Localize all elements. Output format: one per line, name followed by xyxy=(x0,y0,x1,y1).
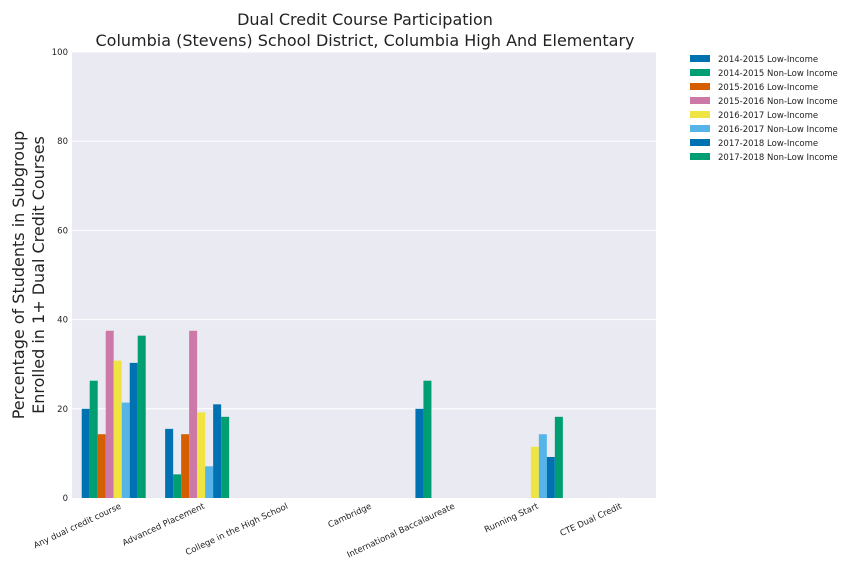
bar xyxy=(538,434,547,498)
bar xyxy=(530,446,539,498)
bar xyxy=(415,408,424,498)
bar xyxy=(205,466,214,498)
chart-subtitle: Columbia (Stevens) School District, Colu… xyxy=(95,31,634,50)
x-tick-label: Any dual credit course xyxy=(32,502,123,551)
x-tick-label: Advanced Placement xyxy=(121,501,207,548)
legend-label: 2016-2017 Non-Low Income xyxy=(718,125,838,135)
grid-layer xyxy=(72,51,656,410)
legend-label: 2015-2016 Low-Income xyxy=(718,83,818,93)
y-tick-label: 40 xyxy=(57,316,68,326)
y-tick-label: 100 xyxy=(52,48,68,58)
y-tick-label: 20 xyxy=(57,405,68,415)
bar xyxy=(181,434,190,498)
bar xyxy=(423,380,432,498)
y-tick-label: 0 xyxy=(63,494,68,504)
bar xyxy=(81,408,90,498)
chart-title: Dual Credit Course Participation xyxy=(237,10,493,29)
legend-label: 2017-2018 Non-Low Income xyxy=(718,153,838,163)
y-tick-label: 60 xyxy=(57,226,68,236)
x-tick-label: Cambridge xyxy=(327,502,374,531)
plot-area xyxy=(72,52,656,498)
legend-label: 2014-2015 Low-Income xyxy=(718,55,818,65)
bar xyxy=(121,402,130,498)
legend-label: 2014-2015 Non-Low Income xyxy=(718,69,838,79)
bar-layer xyxy=(81,330,563,498)
bar xyxy=(221,416,230,498)
legend: 2014-2015 Low-Income 2014-2015 Non-Low In… xyxy=(690,55,838,163)
legend-label: 2015-2016 Non-Low Income xyxy=(718,97,838,107)
legend-swatch xyxy=(690,125,710,132)
bar xyxy=(89,380,98,498)
bar xyxy=(165,428,174,498)
bar xyxy=(97,434,106,498)
bar xyxy=(546,456,555,498)
y-axis-label-line-2: Enrolled in 1+ Dual Credit Courses xyxy=(29,136,48,414)
bar xyxy=(129,362,138,498)
x-tick-label: Running Start xyxy=(483,501,541,535)
bar xyxy=(173,474,182,498)
x-tick-label: CTE Dual Credit xyxy=(559,501,625,539)
bar xyxy=(189,330,198,498)
bar xyxy=(105,330,114,498)
bar xyxy=(137,335,146,498)
bar xyxy=(197,412,206,498)
bar xyxy=(554,416,563,498)
legend-swatch xyxy=(690,83,710,90)
y-axis-label-line-1: Percentage of Students in Subgroup xyxy=(9,131,28,420)
legend-swatch xyxy=(690,153,710,160)
legend-label: 2016-2017 Low-Income xyxy=(718,111,818,121)
legend-swatch xyxy=(690,97,710,104)
legend-label: 2017-2018 Low-Income xyxy=(718,139,818,149)
legend-swatch xyxy=(690,69,710,76)
legend-swatch xyxy=(690,111,710,118)
y-tick-labels: 0 20 40 60 80 100 xyxy=(52,48,68,504)
legend-swatch xyxy=(690,55,710,62)
legend-swatch xyxy=(690,139,710,146)
y-tick-label: 80 xyxy=(57,137,68,147)
bar xyxy=(113,360,122,498)
bar xyxy=(213,404,222,498)
